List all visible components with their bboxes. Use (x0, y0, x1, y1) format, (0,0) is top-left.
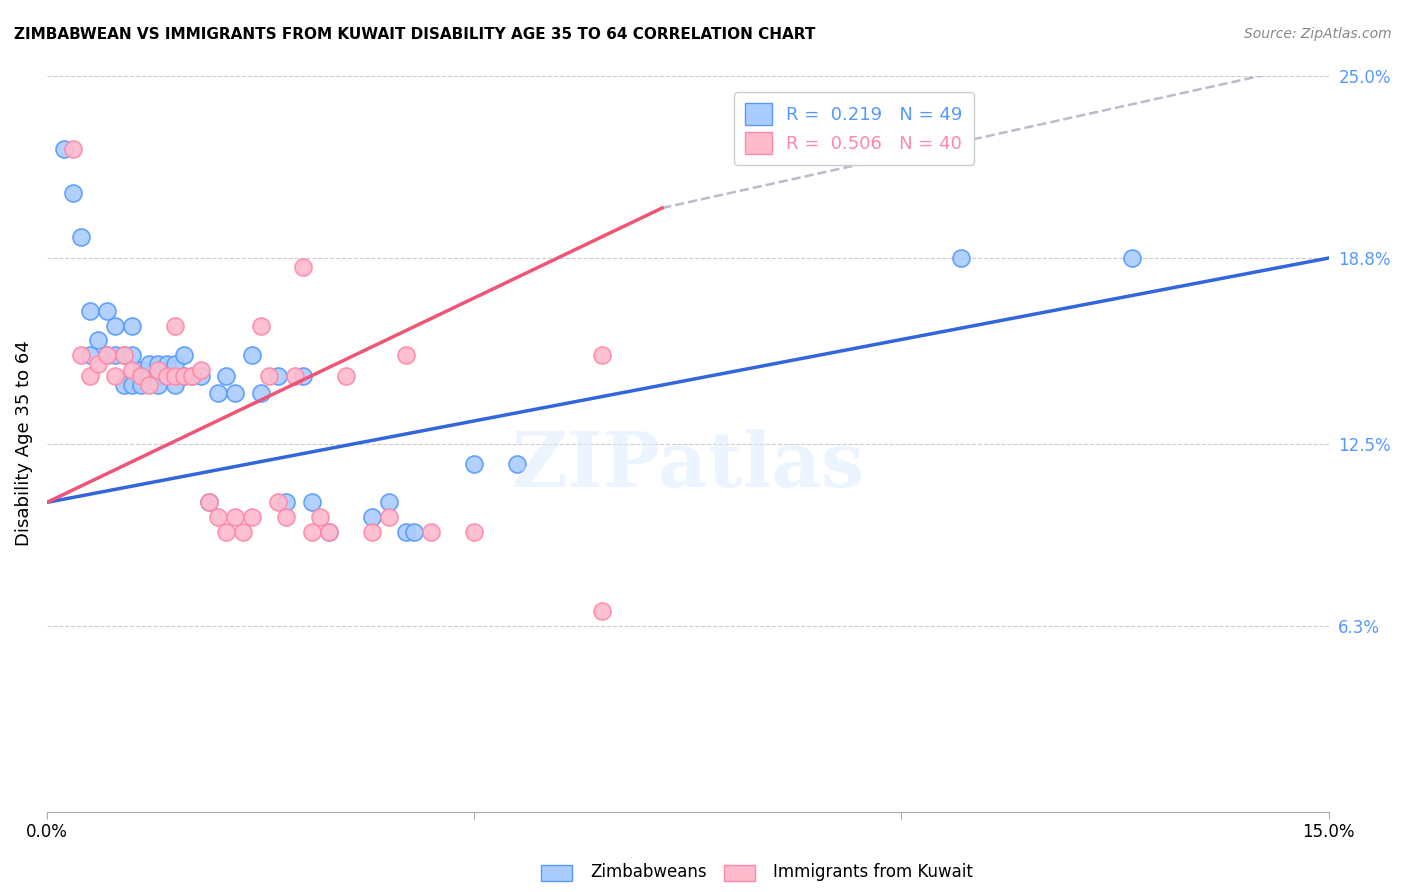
Point (292, 260, 315, 274)
Point (138, 377, 160, 392)
Point (950, 251, 973, 265)
Point (62, 186, 84, 201)
Point (121, 348, 143, 362)
Point (395, 524, 418, 539)
Point (129, 377, 152, 392)
Point (87, 334, 110, 348)
Point (165, 377, 187, 392)
Point (96, 348, 118, 362)
Point (215, 524, 238, 539)
Point (146, 357, 169, 371)
Point (257, 368, 280, 383)
Point (181, 368, 204, 383)
Point (463, 457, 485, 471)
Point (224, 386, 246, 401)
Text: Immigrants from Kuwait: Immigrants from Kuwait (773, 863, 973, 881)
Point (215, 368, 238, 383)
Point (87, 357, 110, 371)
Point (301, 524, 323, 539)
Point (591, 604, 613, 618)
Point (146, 363, 169, 377)
Point (190, 368, 212, 383)
Point (198, 495, 221, 509)
Point (318, 524, 340, 539)
Point (79, 368, 101, 383)
Point (276, 510, 298, 524)
Legend: R =  0.219   N = 49, R =  0.506   N = 40: R = 0.219 N = 49, R = 0.506 N = 40 (734, 92, 973, 165)
Point (190, 363, 212, 377)
Point (173, 348, 195, 362)
Point (232, 524, 254, 539)
Point (155, 368, 177, 383)
Point (62, 142, 84, 156)
Point (309, 510, 332, 524)
Point (506, 457, 529, 471)
Point (420, 524, 443, 539)
Point (266, 495, 288, 509)
Point (377, 510, 399, 524)
Point (129, 368, 152, 383)
Point (292, 368, 315, 383)
Point (207, 386, 229, 401)
Point (301, 495, 323, 509)
Point (53, 142, 76, 156)
Point (79, 348, 101, 362)
Point (155, 357, 177, 371)
Point (104, 318, 127, 333)
Y-axis label: Disability Age 35 to 64: Disability Age 35 to 64 (15, 341, 32, 547)
Point (165, 357, 187, 371)
Point (104, 348, 127, 362)
Point (377, 495, 399, 509)
Text: Source: ZipAtlas.com: Source: ZipAtlas.com (1244, 27, 1392, 41)
Point (198, 495, 221, 509)
Point (173, 368, 195, 383)
Point (404, 524, 426, 539)
Point (70, 348, 93, 362)
Text: ZIMBABWEAN VS IMMIGRANTS FROM KUWAIT DISABILITY AGE 35 TO 64 CORRELATION CHART: ZIMBABWEAN VS IMMIGRANTS FROM KUWAIT DIS… (14, 27, 815, 42)
Point (138, 368, 160, 383)
Point (146, 377, 169, 392)
Text: Zimbabweans: Zimbabweans (591, 863, 707, 881)
Point (249, 318, 271, 333)
Point (266, 368, 288, 383)
Point (240, 510, 263, 524)
Point (165, 368, 187, 383)
Point (129, 363, 152, 377)
Point (335, 368, 357, 383)
Point (249, 386, 271, 401)
Point (112, 377, 135, 392)
Point (284, 368, 307, 383)
Point (112, 348, 135, 362)
Point (173, 368, 195, 383)
Point (112, 348, 135, 362)
Point (96, 348, 118, 362)
Point (360, 510, 382, 524)
Point (1121, 251, 1143, 265)
Point (360, 524, 382, 539)
Point (318, 524, 340, 539)
Point (463, 524, 485, 539)
Point (207, 510, 229, 524)
Point (155, 368, 177, 383)
Point (70, 230, 93, 244)
Point (121, 318, 143, 333)
Point (181, 368, 204, 383)
Point (146, 368, 169, 383)
Point (165, 318, 187, 333)
Point (224, 510, 246, 524)
Point (276, 495, 298, 509)
Point (121, 377, 143, 392)
Point (79, 304, 101, 318)
Point (96, 304, 118, 318)
Point (138, 357, 160, 371)
Point (395, 348, 418, 362)
Point (121, 363, 143, 377)
Point (591, 348, 613, 362)
Text: ZIPatlas: ZIPatlas (512, 428, 865, 502)
Point (240, 348, 263, 362)
Point (104, 368, 127, 383)
